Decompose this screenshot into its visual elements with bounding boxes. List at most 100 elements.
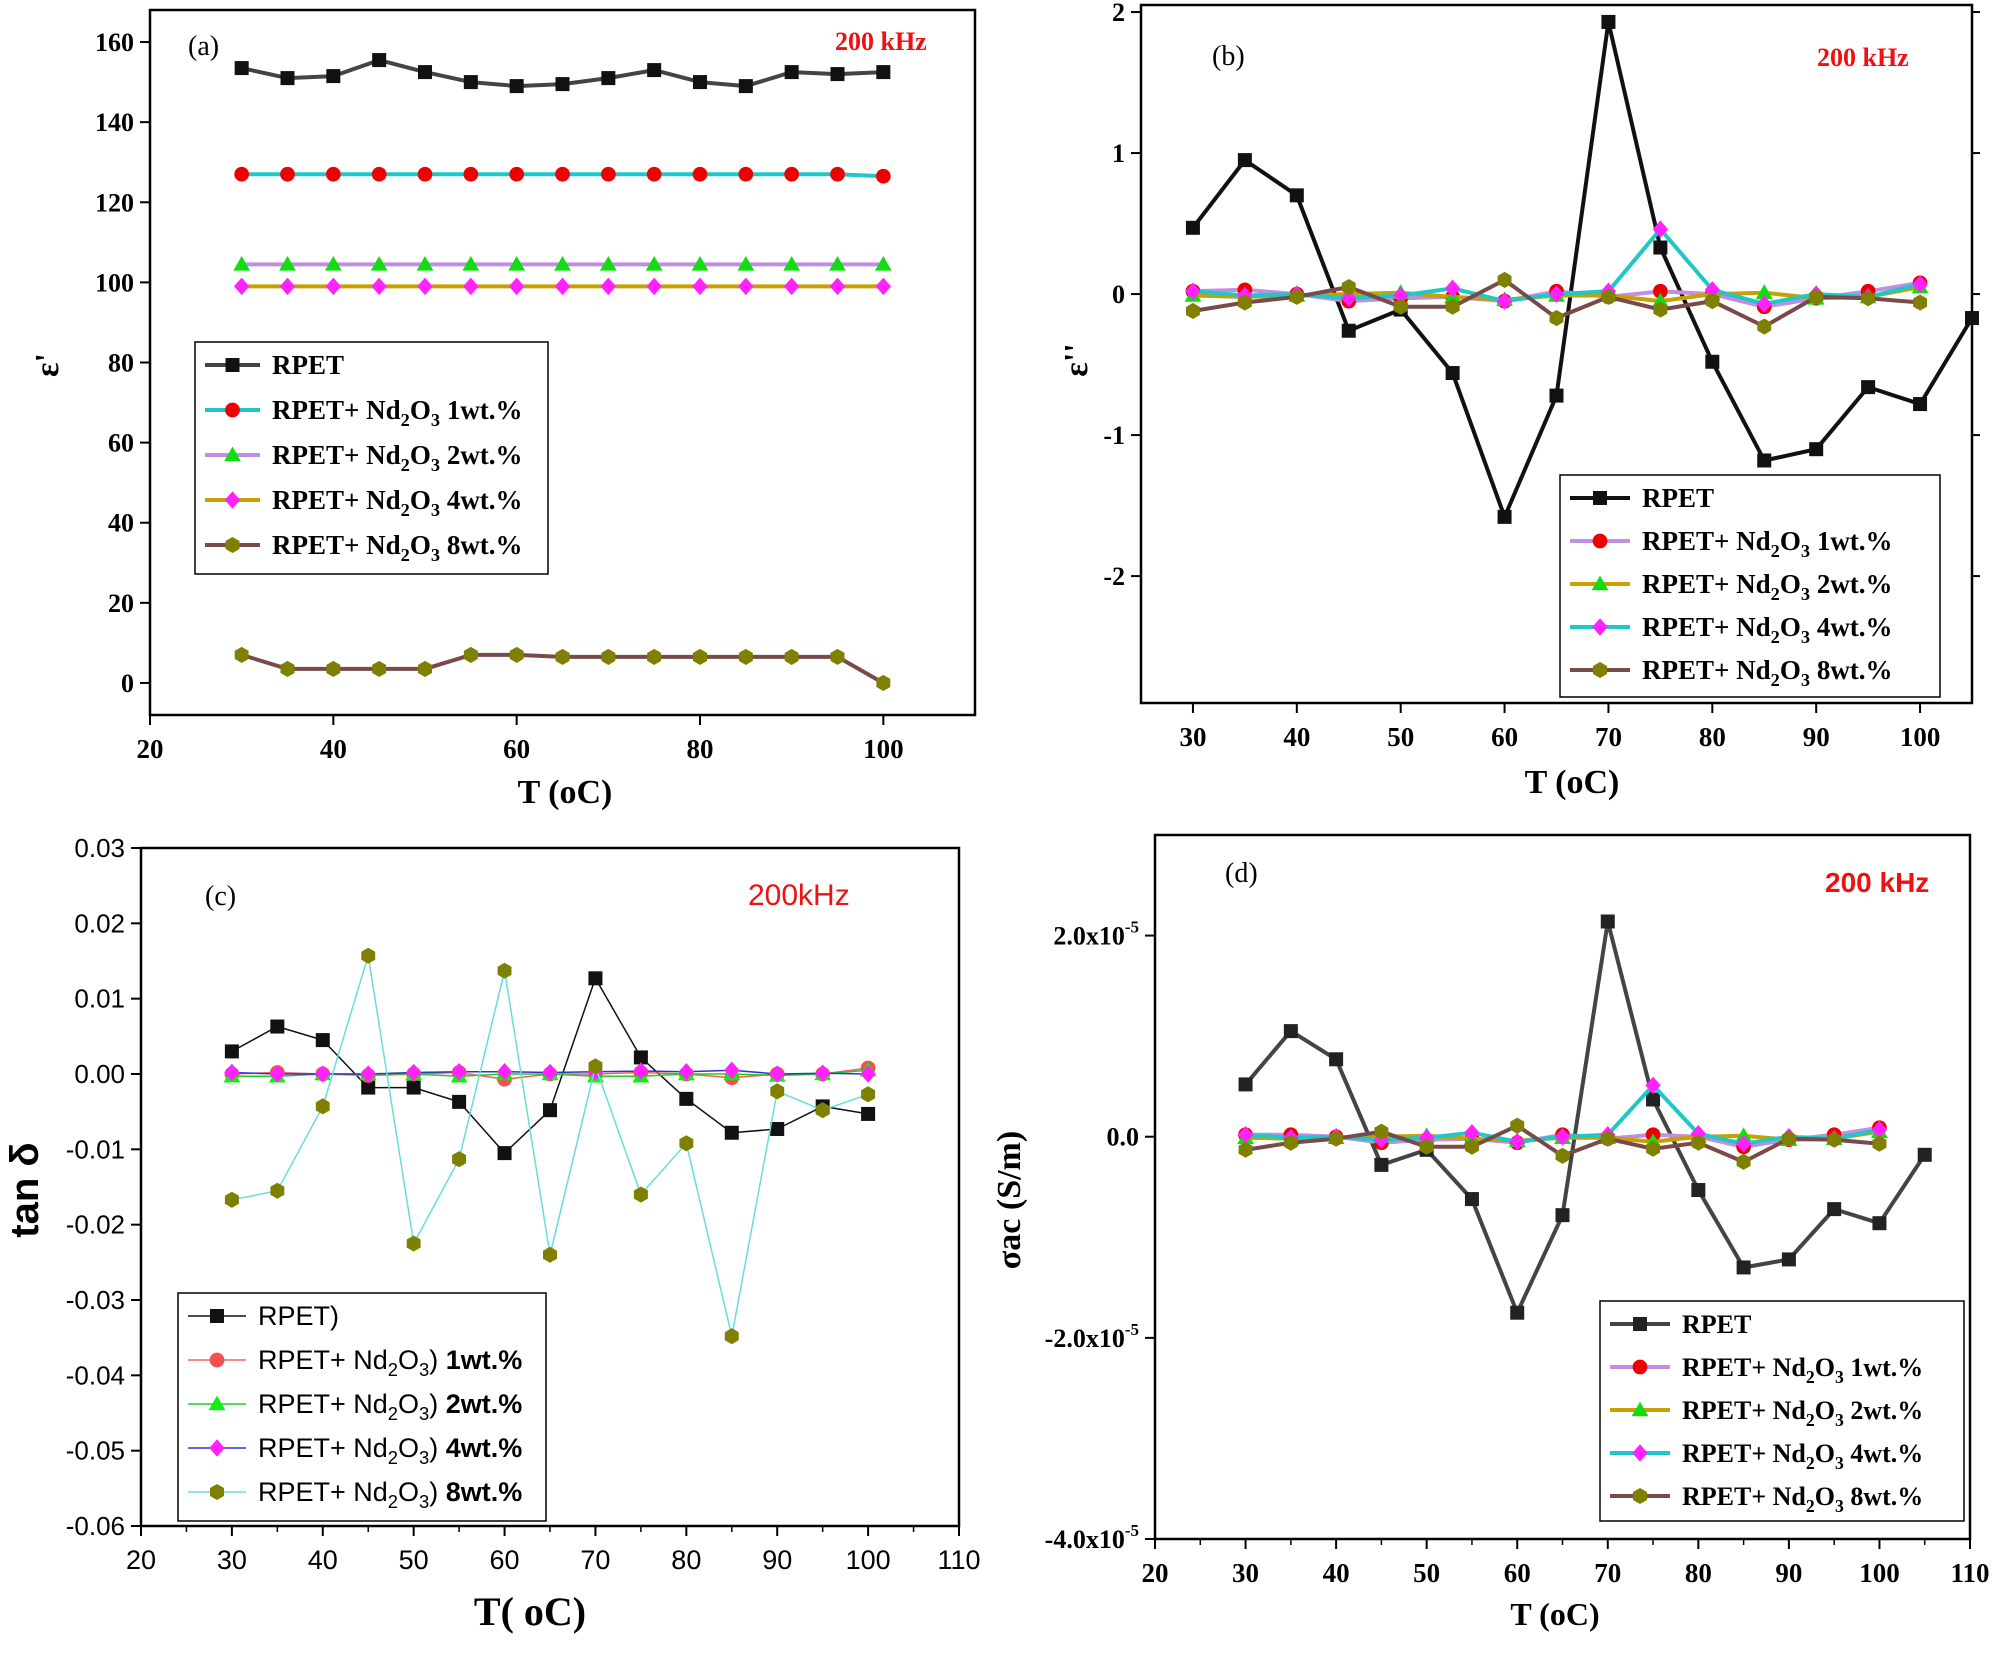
legend-label-name-2: O [1780, 526, 1801, 556]
y-tick-label: -0.01 [66, 1134, 125, 1164]
panel-label: (a) [188, 31, 219, 62]
data-point [815, 1102, 830, 1119]
legend-marker [224, 446, 241, 462]
data-point [876, 674, 891, 691]
frequency-annotation: 200 kHz [1825, 867, 1929, 898]
y-tick-label: 140 [95, 108, 134, 137]
data-point [555, 166, 570, 182]
data-point [1704, 281, 1721, 299]
legend-label: RPET+ Nd2O3) 4wt.% [258, 1433, 522, 1468]
frequency-annotation: 200 kHz [1817, 43, 1909, 72]
data-point [279, 277, 296, 296]
legend-marker [225, 537, 240, 553]
x-tick-label: 90 [1775, 1558, 1802, 1588]
legend-label-subscript-2: 3 [1835, 1496, 1844, 1516]
series-4 [233, 277, 892, 296]
data-point [1444, 279, 1461, 298]
data-point [1912, 275, 1928, 293]
legend-label-tail: 1wt.% [440, 395, 523, 425]
legend-frame [177, 1292, 547, 1522]
legend-label-name-2: O [398, 1345, 419, 1375]
y-tick-label: 0 [1112, 280, 1125, 309]
data-point [371, 277, 387, 296]
data-point [463, 75, 478, 90]
y-tick-label: 0.01 [74, 984, 125, 1014]
data-point [326, 69, 341, 84]
series-5 [224, 947, 876, 1345]
y-tick-label: -2.0x10-5 [1045, 1320, 1139, 1353]
y-axis-title: ε'' [1058, 343, 1095, 376]
x-tick-label: 50 [1413, 1558, 1440, 1588]
y-tick-label: 60 [108, 429, 134, 458]
legend-label-name-2: O [1815, 1353, 1835, 1382]
data-point [1374, 1123, 1389, 1140]
x-axis-title-text: T (oC) [518, 774, 613, 811]
legend-marker [1633, 1317, 1647, 1331]
series-1 [234, 53, 891, 94]
data-point [224, 1191, 239, 1208]
y-tick-label: 0.0 [1107, 1123, 1140, 1152]
y-tick-label-text: -0.01 [66, 1134, 125, 1164]
data-point [678, 1062, 695, 1081]
data-point [405, 1063, 422, 1082]
data-point [1917, 1147, 1932, 1162]
data-point [601, 648, 616, 665]
data-point [1186, 302, 1200, 319]
panel-label: (b) [1212, 41, 1245, 72]
data-point [600, 166, 616, 182]
legend-marker [1593, 662, 1607, 678]
data-point [783, 255, 801, 271]
data-point [1497, 509, 1512, 524]
data-point [861, 1086, 876, 1103]
x-tick-label: 110 [937, 1545, 980, 1575]
data-point [280, 71, 295, 86]
legend-label: RPET+ Nd2O3 1wt.% [272, 395, 523, 430]
data-point [1329, 1052, 1344, 1067]
legend-label-name: RPET+ Nd [258, 1477, 388, 1507]
data-point [1781, 1130, 1796, 1147]
y-tick-label-text: 0.00 [74, 1059, 125, 1089]
legend-label: RPET [272, 350, 344, 380]
legend-label-name-2: O [398, 1477, 419, 1507]
data-point [1653, 301, 1668, 318]
x-axis-title-text: T( oC) [474, 1589, 586, 1634]
x-tick-label: 90 [762, 1545, 792, 1575]
y-tick-label: 160 [95, 28, 134, 57]
data-point [1653, 283, 1668, 299]
data-point [1756, 295, 1772, 313]
data-point [280, 660, 295, 677]
y-tick-label: 40 [108, 509, 134, 538]
data-point [1341, 289, 1357, 308]
data-point [1651, 292, 1669, 308]
legend-label: RPET+ Nd2O3) 1wt.% [258, 1345, 522, 1380]
data-point [814, 1064, 831, 1082]
data-point [1445, 366, 1460, 381]
legend-label-name-2: O [1815, 1396, 1835, 1425]
y-tick-label-text: 2 [1112, 0, 1125, 27]
x-tick-label: 110 [1950, 1558, 1989, 1588]
y-tick-label-exponent: -5 [1125, 918, 1139, 937]
data-point [1510, 1117, 1525, 1134]
data-point [1392, 286, 1409, 305]
data-point [783, 277, 800, 296]
legend-label-subscript: 2 [1771, 584, 1780, 604]
y-tick-label: 100 [95, 268, 134, 297]
data-point [1757, 318, 1772, 335]
data-point [234, 646, 249, 663]
data-point [1691, 1134, 1706, 1151]
data-point [1861, 380, 1876, 395]
y-tick-label: 120 [95, 188, 134, 217]
data-point [509, 166, 525, 182]
legend-label-subscript-2: 3 [1801, 627, 1810, 647]
data-point [360, 1065, 376, 1083]
legend-label-name: RPET+ Nd [1682, 1353, 1806, 1382]
data-point [1341, 279, 1356, 296]
legend-marker [225, 402, 240, 418]
data-point [1601, 288, 1616, 305]
series-4 [224, 1061, 876, 1083]
data-point [1871, 1120, 1888, 1139]
data-point [1757, 453, 1772, 468]
legend-label-name-2: O [398, 1389, 419, 1419]
data-point [830, 166, 845, 182]
